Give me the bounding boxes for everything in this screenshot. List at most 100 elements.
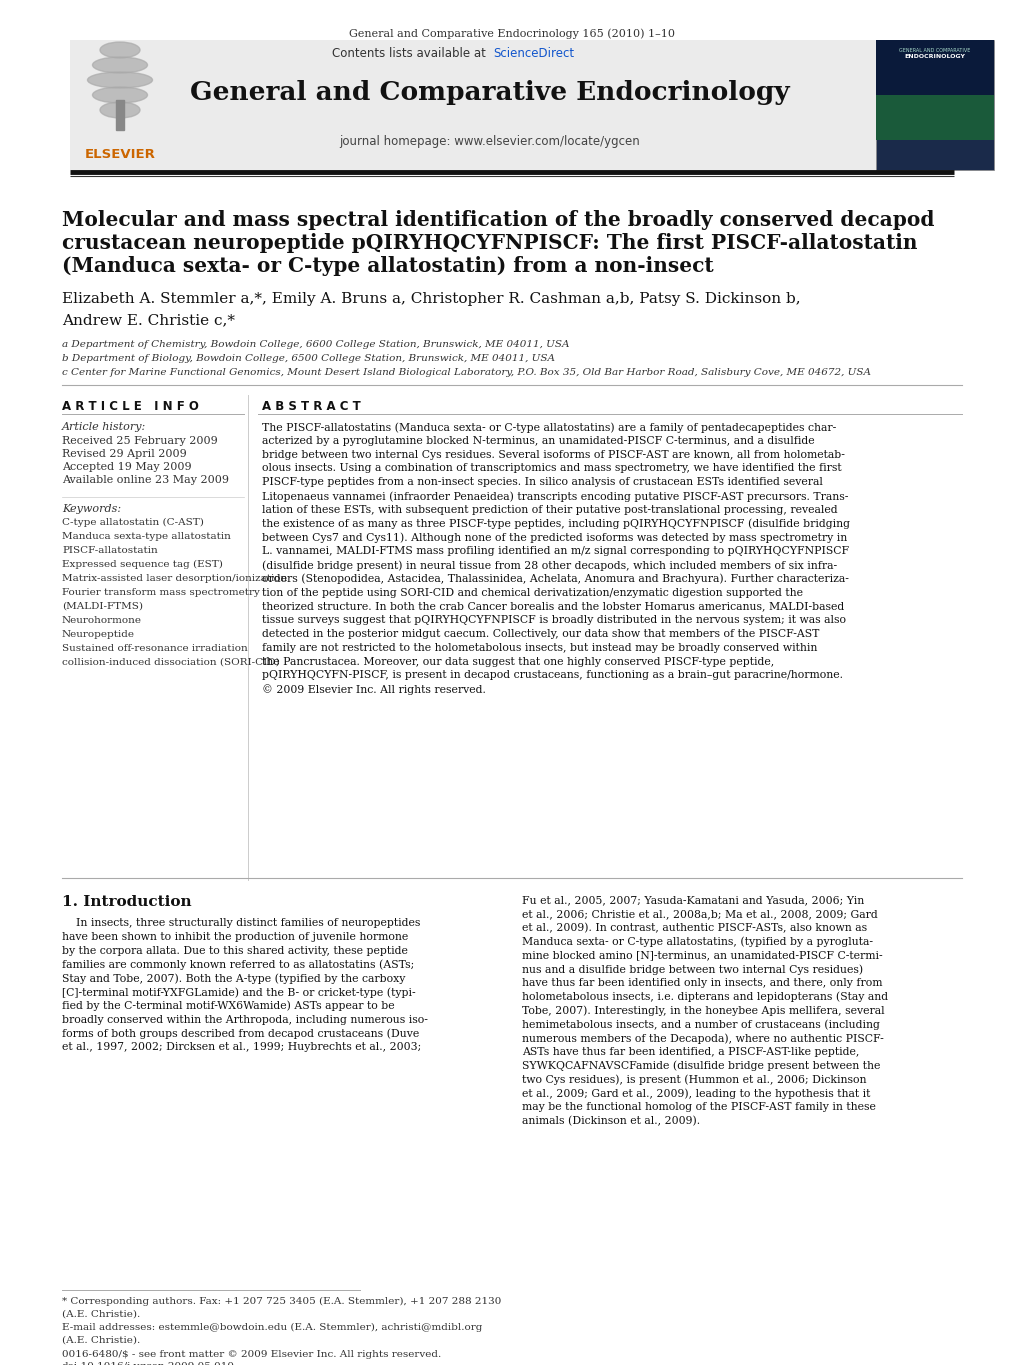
Text: doi:10.1016/j.ygcen.2009.05.010: doi:10.1016/j.ygcen.2009.05.010 [62,1362,234,1365]
Text: the Pancrustacea. Moreover, our data suggest that one highly conserved PISCF-typ: the Pancrustacea. Moreover, our data sug… [262,657,774,666]
Text: Sustained off-resonance irradiation: Sustained off-resonance irradiation [62,644,248,652]
Text: et al., 2006; Christie et al., 2008a,b; Ma et al., 2008, 2009; Gard: et al., 2006; Christie et al., 2008a,b; … [522,909,878,919]
Bar [70,40,195,171]
Text: collision-induced dissociation (SORI-CID): collision-induced dissociation (SORI-CID… [62,658,280,667]
Ellipse shape [100,102,140,117]
Text: detected in the posterior midgut caecum. Collectively, our data show that member: detected in the posterior midgut caecum.… [262,629,819,639]
Text: ENDOCRINOLOGY: ENDOCRINOLOGY [904,55,966,59]
Text: Revised 29 April 2009: Revised 29 April 2009 [62,449,186,459]
Text: acterized by a pyroglutamine blocked N-terminus, an unamidated-PISCF C-terminus,: acterized by a pyroglutamine blocked N-t… [262,435,815,446]
Bar [876,40,994,171]
Text: Molecular and mass spectral identification of the broadly conserved decapod: Molecular and mass spectral identificati… [62,210,935,229]
Text: families are commonly known referred to as allatostatins (ASTs;: families are commonly known referred to … [62,960,415,971]
Ellipse shape [92,57,147,72]
Text: Contents lists available at: Contents lists available at [333,46,490,60]
Text: forms of both groups described from decapod crustaceans (Duve: forms of both groups described from deca… [62,1028,419,1039]
Text: nus and a disulfide bridge between two internal Cys residues): nus and a disulfide bridge between two i… [522,964,863,975]
Text: © 2009 Elsevier Inc. All rights reserved.: © 2009 Elsevier Inc. All rights reserved… [262,684,485,695]
Text: ScienceDirect: ScienceDirect [493,46,574,60]
Text: (disulfide bridge present) in neural tissue from 28 other decapods, which includ: (disulfide bridge present) in neural tis… [262,560,838,571]
Text: tissue surveys suggest that pQIRYHQCYFNPISCF is broadly distributed in the nervo: tissue surveys suggest that pQIRYHQCYFNP… [262,616,846,625]
Text: Accepted 19 May 2009: Accepted 19 May 2009 [62,461,191,472]
Text: A R T I C L E   I N F O: A R T I C L E I N F O [62,400,199,414]
Text: Received 25 February 2009: Received 25 February 2009 [62,435,218,446]
Text: between Cys7 and Cys11). Although none of the predicted isoforms was detected by: between Cys7 and Cys11). Although none o… [262,532,847,543]
Text: 1. Introduction: 1. Introduction [62,895,191,909]
Text: a Department of Chemistry, Bowdoin College, 6600 College Station, Brunswick, ME : a Department of Chemistry, Bowdoin Colle… [62,340,569,349]
Text: b Department of Biology, Bowdoin College, 6500 College Station, Brunswick, ME 04: b Department of Biology, Bowdoin College… [62,354,555,363]
Text: Elizabeth A. Stemmler a,*, Emily A. Bruns a, Christopher R. Cashman a,b, Patsy S: Elizabeth A. Stemmler a,*, Emily A. Brun… [62,292,801,306]
Text: crustacean neuropeptide pQIRYHQCYFNPISCF: The first PISCF-allatostatin: crustacean neuropeptide pQIRYHQCYFNPISCF… [62,233,918,253]
Text: two Cys residues), is present (Hummon et al., 2006; Dickinson: two Cys residues), is present (Hummon et… [522,1074,866,1085]
Text: General and Comparative Endocrinology 165 (2010) 1–10: General and Comparative Endocrinology 16… [349,29,675,38]
Text: Stay and Tobe, 2007). Both the A-type (typified by the carboxy: Stay and Tobe, 2007). Both the A-type (t… [62,973,406,984]
Text: family are not restricted to the holometabolous insects, but instead may be broa: family are not restricted to the holomet… [262,643,817,652]
Text: Fourier transform mass spectrometry: Fourier transform mass spectrometry [62,588,260,597]
Text: Andrew E. Christie c,*: Andrew E. Christie c,* [62,313,234,328]
Text: SYWKQCAFNAVSCFamide (disulfide bridge present between the: SYWKQCAFNAVSCFamide (disulfide bridge pr… [522,1061,881,1072]
Text: ASTs have thus far been identified, a PISCF-AST-like peptide,: ASTs have thus far been identified, a PI… [522,1047,859,1057]
Text: Matrix-assisted laser desorption/ionization: Matrix-assisted laser desorption/ionizat… [62,575,288,583]
Text: GENERAL AND COMPARATIVE: GENERAL AND COMPARATIVE [899,48,971,53]
Text: PISCF-allatostatin: PISCF-allatostatin [62,546,158,556]
Text: have thus far been identified only in insects, and there, only from: have thus far been identified only in in… [522,977,883,988]
Ellipse shape [87,72,153,87]
Text: hemimetabolous insects, and a number of crustaceans (including: hemimetabolous insects, and a number of … [522,1020,880,1029]
Text: the existence of as many as three PISCF-type peptides, including pQIRYHQCYFNPISC: the existence of as many as three PISCF-… [262,519,850,530]
Bar [116,100,124,130]
Text: L. vannamei, MALDI-FTMS mass profiling identified an m/z signal corresponding to: L. vannamei, MALDI-FTMS mass profiling i… [262,546,849,556]
Text: c Center for Marine Functional Genomics, Mount Desert Island Biological Laborato: c Center for Marine Functional Genomics,… [62,369,871,377]
Text: by the corpora allata. Due to this shared activity, these peptide: by the corpora allata. Due to this share… [62,946,408,956]
Text: General and Comparative Endocrinology: General and Comparative Endocrinology [190,81,790,105]
Ellipse shape [100,42,140,57]
Text: Manduca sexta-type allatostatin: Manduca sexta-type allatostatin [62,532,230,541]
Text: orders (Stenopodidea, Astacidea, Thalassinidea, Achelata, Anomura and Brachyura): orders (Stenopodidea, Astacidea, Thalass… [262,573,849,584]
Text: have been shown to inhibit the production of juvenile hormone: have been shown to inhibit the productio… [62,932,409,942]
Text: may be the functional homolog of the PISCF-AST family in these: may be the functional homolog of the PIS… [522,1102,876,1112]
Text: Neurohormone: Neurohormone [62,616,142,625]
Text: [C]-terminal motif-YXFGLamide) and the B- or cricket-type (typi-: [C]-terminal motif-YXFGLamide) and the B… [62,987,416,998]
Text: E-mail addresses: estemmle@bowdoin.edu (E.A. Stemmler), achristi@mdibl.org: E-mail addresses: estemmle@bowdoin.edu (… [62,1323,482,1332]
Text: Tobe, 2007). Interestingly, in the honeybee Apis mellifera, several: Tobe, 2007). Interestingly, in the honey… [522,1006,885,1016]
Text: pQIRYHQCYFN-PISCF, is present in decapod crustaceans, functioning as a brain–gut: pQIRYHQCYFN-PISCF, is present in decapod… [262,670,843,680]
Text: bridge between two internal Cys residues. Several isoforms of PISCF-AST are know: bridge between two internal Cys residues… [262,449,845,460]
Text: * Corresponding authors. Fax: +1 207 725 3405 (E.A. Stemmler), +1 207 288 2130: * Corresponding authors. Fax: +1 207 725… [62,1297,502,1306]
Text: PISCF-type peptides from a non-insect species. In silico analysis of crustacean : PISCF-type peptides from a non-insect sp… [262,478,823,487]
Text: holometabolous insects, i.e. dipterans and lepidopterans (Stay and: holometabolous insects, i.e. dipterans a… [522,991,888,1002]
Text: et al., 1997, 2002; Dircksen et al., 1999; Huybrechts et al., 2003;: et al., 1997, 2002; Dircksen et al., 199… [62,1043,421,1052]
Text: (A.E. Christie).: (A.E. Christie). [62,1336,140,1345]
Text: numerous members of the Decapoda), where no authentic PISCF-: numerous members of the Decapoda), where… [522,1033,884,1044]
Text: C-type allatostatin (C-AST): C-type allatostatin (C-AST) [62,517,204,527]
Ellipse shape [92,87,147,102]
Text: A B S T R A C T: A B S T R A C T [262,400,360,414]
Text: Neuropeptide: Neuropeptide [62,631,135,639]
Text: mine blocked amino [N]-terminus, an unamidated-PISCF C-termi-: mine blocked amino [N]-terminus, an unam… [522,950,883,960]
Text: broadly conserved within the Arthropoda, including numerous iso-: broadly conserved within the Arthropoda,… [62,1014,428,1025]
Text: et al., 2009; Gard et al., 2009), leading to the hypothesis that it: et al., 2009; Gard et al., 2009), leadin… [522,1088,870,1099]
Text: lation of these ESTs, with subsequent prediction of their putative post-translat: lation of these ESTs, with subsequent pr… [262,505,838,515]
Text: Expressed sequence tag (EST): Expressed sequence tag (EST) [62,560,223,569]
Text: theorized structure. In both the crab Cancer borealis and the lobster Homarus am: theorized structure. In both the crab Ca… [262,602,844,612]
Text: tion of the peptide using SORI-CID and chemical derivatization/enzymatic digesti: tion of the peptide using SORI-CID and c… [262,587,803,598]
Bar [876,40,994,96]
Text: (A.E. Christie).: (A.E. Christie). [62,1310,140,1319]
Text: In insects, three structurally distinct families of neuropeptides: In insects, three structurally distinct … [62,919,421,928]
Text: animals (Dickinson et al., 2009).: animals (Dickinson et al., 2009). [522,1115,700,1126]
Text: ELSEVIER: ELSEVIER [85,147,156,161]
Bar [70,40,954,171]
Text: Article history:: Article history: [62,422,146,431]
Text: et al., 2009). In contrast, authentic PISCF-ASTs, also known as: et al., 2009). In contrast, authentic PI… [522,923,867,932]
Text: fied by the C-terminal motif-WX6Wamide) ASTs appear to be: fied by the C-terminal motif-WX6Wamide) … [62,1001,394,1011]
Text: Keywords:: Keywords: [62,504,121,515]
Bar [876,96,994,141]
Text: (Manduca sexta- or C-type allatostatin) from a non-insect: (Manduca sexta- or C-type allatostatin) … [62,257,714,276]
Text: Fu et al., 2005, 2007; Yasuda-Kamatani and Yasuda, 2006; Yin: Fu et al., 2005, 2007; Yasuda-Kamatani a… [522,895,864,905]
Text: olous insects. Using a combination of transcriptomics and mass spectrometry, we : olous insects. Using a combination of tr… [262,463,842,474]
Text: (MALDI-FTMS): (MALDI-FTMS) [62,602,143,612]
Text: Manduca sexta- or C-type allatostatins, (typified by a pyrogluta-: Manduca sexta- or C-type allatostatins, … [522,936,873,947]
Text: Available online 23 May 2009: Available online 23 May 2009 [62,475,229,485]
Text: Litopenaeus vannamei (infraorder Penaeidea) transcripts encoding putative PISCF-: Litopenaeus vannamei (infraorder Penaeid… [262,491,848,501]
Text: 0016-6480/$ - see front matter © 2009 Elsevier Inc. All rights reserved.: 0016-6480/$ - see front matter © 2009 El… [62,1350,441,1360]
Text: The PISCF-allatostatins (Manduca sexta- or C-type allatostatins) are a family of: The PISCF-allatostatins (Manduca sexta- … [262,422,837,433]
Text: journal homepage: www.elsevier.com/locate/ygcen: journal homepage: www.elsevier.com/locat… [340,135,640,147]
